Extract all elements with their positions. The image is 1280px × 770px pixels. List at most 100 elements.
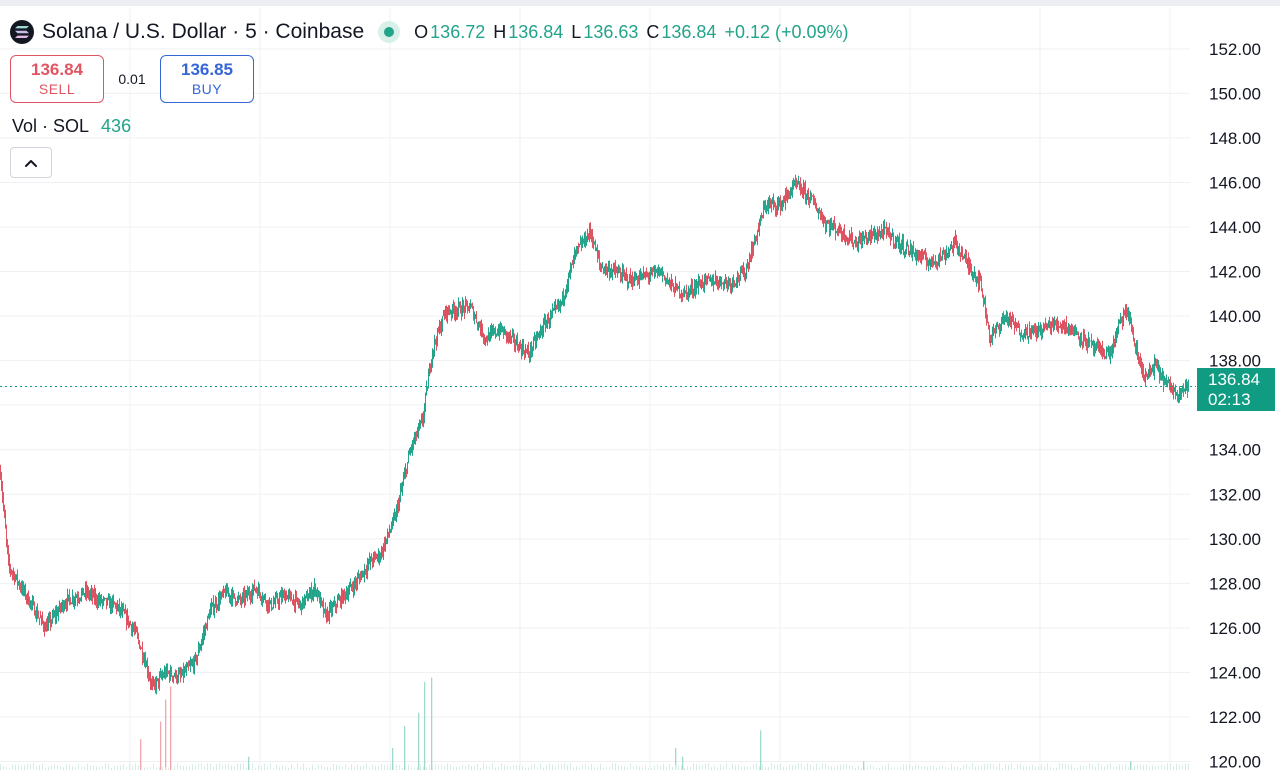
volume-bar bbox=[351, 763, 352, 770]
collapse-legend-button[interactable] bbox=[10, 147, 52, 178]
volume-bar bbox=[525, 767, 526, 770]
volume-bar bbox=[300, 767, 301, 770]
volume-bar bbox=[108, 763, 109, 770]
volume-bar bbox=[657, 764, 658, 770]
bar-countdown: 02:13 bbox=[1208, 389, 1251, 409]
volume-bar bbox=[1059, 763, 1060, 770]
volume-bar bbox=[861, 767, 862, 770]
volume-bar bbox=[339, 765, 340, 770]
sell-button[interactable]: 136.84 SELL bbox=[10, 55, 104, 103]
volume-bar bbox=[879, 767, 880, 770]
volume-bar bbox=[729, 767, 730, 770]
volume-bar bbox=[504, 764, 505, 770]
volume-bar bbox=[369, 767, 370, 770]
volume-bar bbox=[984, 763, 985, 770]
volume-bar bbox=[594, 767, 595, 770]
volume-bar bbox=[237, 763, 238, 770]
volume-bar bbox=[291, 764, 292, 770]
volume-bar bbox=[426, 767, 427, 770]
volume-bar bbox=[18, 764, 19, 770]
volume-bar bbox=[1188, 763, 1189, 770]
volume-bar bbox=[384, 765, 385, 770]
volume-bar bbox=[360, 766, 361, 770]
volume-bar bbox=[486, 765, 487, 770]
volume-bar bbox=[627, 767, 628, 770]
open-value: 136.72 bbox=[430, 21, 486, 42]
volume-bar bbox=[63, 766, 64, 770]
volume-bar bbox=[168, 767, 169, 770]
volume-bar bbox=[774, 765, 775, 770]
volume-bar bbox=[582, 764, 583, 770]
symbol-title[interactable]: Solana / U.S. Dollar · 5 · Coinbase bbox=[42, 20, 365, 43]
volume-bar bbox=[891, 767, 892, 770]
volume-bar bbox=[372, 764, 373, 770]
volume-bar bbox=[114, 766, 115, 770]
volume-bar bbox=[216, 764, 217, 770]
volume-bar bbox=[762, 764, 763, 770]
volume-bar bbox=[579, 767, 580, 770]
volume-bar bbox=[78, 764, 79, 770]
volume-bar bbox=[888, 763, 889, 770]
price-axis-tick-label: 140.00 bbox=[1209, 307, 1261, 326]
price-axis[interactable]: 152.00 150.00 148.00 146.00 144.00 142.00 140.… bbox=[1209, 40, 1261, 770]
volume-bar bbox=[735, 765, 736, 770]
volume-bar bbox=[954, 766, 955, 770]
volume-bar bbox=[318, 764, 319, 770]
volume-bar bbox=[165, 699, 167, 770]
volume-legend[interactable]: Vol · SOL 436 bbox=[12, 116, 131, 137]
chevron-up-icon bbox=[25, 159, 37, 167]
volume-bar bbox=[534, 764, 535, 770]
price-axis-tick-label: 142.00 bbox=[1209, 263, 1261, 282]
volume-bar bbox=[1130, 761, 1132, 770]
buy-button[interactable]: 136.85 BUY bbox=[160, 55, 254, 103]
volume-bar bbox=[1182, 765, 1183, 770]
volume-bar bbox=[248, 756, 250, 770]
volume-bar bbox=[0, 764, 1, 770]
volume-bar bbox=[855, 767, 856, 770]
volume-bar bbox=[357, 764, 358, 770]
volume-label: Vol · SOL bbox=[12, 116, 90, 136]
volume-bar bbox=[558, 764, 559, 770]
volume-bar bbox=[585, 764, 586, 770]
volume-bar bbox=[1014, 767, 1015, 770]
volume-bar bbox=[423, 766, 424, 770]
volume-bar bbox=[1071, 764, 1072, 770]
volume-bar bbox=[873, 766, 874, 770]
volume-bar bbox=[1056, 767, 1057, 770]
volume-bar bbox=[978, 765, 979, 770]
volume-bar bbox=[786, 767, 787, 770]
volume-bar bbox=[1152, 765, 1153, 770]
volume-bar bbox=[327, 766, 328, 770]
volume-bar bbox=[990, 763, 991, 770]
volume-bar bbox=[630, 763, 631, 770]
volume-bar bbox=[219, 763, 220, 770]
volume-bar bbox=[837, 765, 838, 770]
volume-bar bbox=[375, 765, 376, 770]
volume-bar bbox=[93, 765, 94, 770]
volume-bar bbox=[483, 763, 484, 770]
volume-bar bbox=[567, 764, 568, 770]
volume-bar bbox=[408, 764, 409, 770]
volume-bar bbox=[936, 767, 937, 770]
volume-bar bbox=[1038, 766, 1039, 770]
volume-bar bbox=[129, 763, 130, 770]
volume-bar bbox=[531, 765, 532, 770]
volume-bar bbox=[1113, 766, 1114, 770]
volume-bar bbox=[42, 763, 43, 770]
volume-bar bbox=[399, 765, 400, 770]
volume-bar bbox=[561, 763, 562, 770]
volume-bar bbox=[462, 765, 463, 770]
volume-bar bbox=[810, 764, 811, 770]
volume-bar bbox=[444, 765, 445, 770]
volume-bar bbox=[240, 763, 241, 770]
volume-bar bbox=[513, 765, 514, 770]
volume-bar bbox=[1008, 764, 1009, 770]
volume-bar bbox=[261, 766, 262, 770]
volume-bar bbox=[942, 765, 943, 770]
volume-bar bbox=[693, 763, 694, 770]
volume-bar bbox=[846, 764, 847, 770]
volume-bar bbox=[135, 763, 136, 770]
volume-bar bbox=[1035, 766, 1036, 770]
volume-bar bbox=[1155, 766, 1156, 770]
